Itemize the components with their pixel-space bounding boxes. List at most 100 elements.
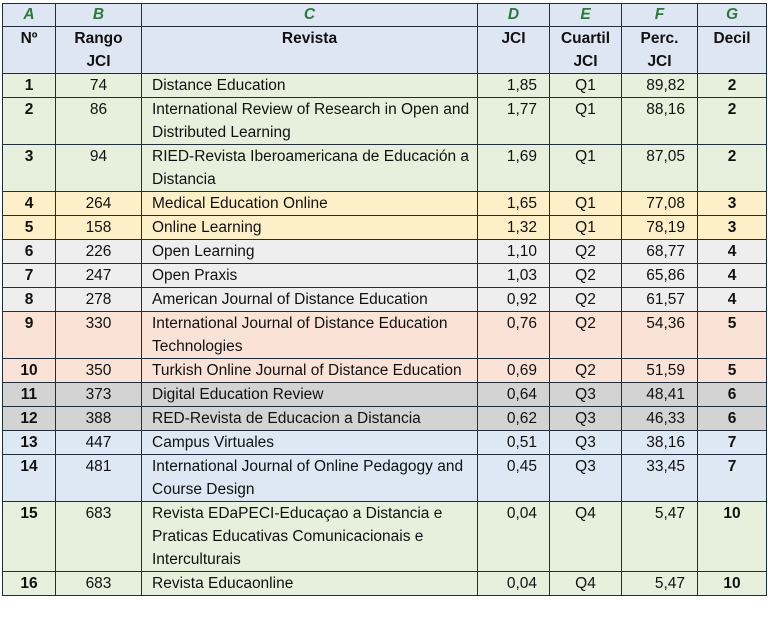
cell-cuartil[interactable]: Q1: [550, 216, 622, 240]
cell-perc-jci[interactable]: 87,05: [622, 145, 698, 192]
cell-cuartil[interactable]: Q4: [550, 502, 622, 572]
cell-rango-jci[interactable]: 94: [56, 145, 142, 192]
column-letter-a[interactable]: A: [3, 4, 56, 27]
cell-number[interactable]: 16: [3, 572, 56, 596]
cell-number[interactable]: 10: [3, 359, 56, 383]
cell-jci[interactable]: 0,04: [478, 502, 550, 572]
cell-number[interactable]: 6: [3, 240, 56, 264]
cell-perc-jci[interactable]: 61,57: [622, 288, 698, 312]
cell-jci[interactable]: 0,64: [478, 383, 550, 407]
cell-rango-jci[interactable]: 481: [56, 455, 142, 502]
cell-revista[interactable]: International Journal of Distance Educat…: [142, 312, 478, 359]
column-letter-c[interactable]: C: [142, 4, 478, 27]
cell-number[interactable]: 2: [3, 98, 56, 145]
header-number[interactable]: Nº: [3, 27, 56, 74]
cell-rango-jci[interactable]: 158: [56, 216, 142, 240]
cell-perc-jci[interactable]: 51,59: [622, 359, 698, 383]
cell-revista[interactable]: Distance Education: [142, 74, 478, 98]
cell-jci[interactable]: 0,04: [478, 572, 550, 596]
cell-rango-jci[interactable]: 683: [56, 572, 142, 596]
cell-jci[interactable]: 0,76: [478, 312, 550, 359]
header-rango-jci[interactable]: Rango JCI: [56, 27, 142, 74]
cell-cuartil[interactable]: Q3: [550, 407, 622, 431]
cell-cuartil[interactable]: Q2: [550, 240, 622, 264]
cell-perc-jci[interactable]: 5,47: [622, 502, 698, 572]
cell-jci[interactable]: 0,92: [478, 288, 550, 312]
cell-rango-jci[interactable]: 278: [56, 288, 142, 312]
cell-revista[interactable]: International Journal of Online Pedagogy…: [142, 455, 478, 502]
cell-jci[interactable]: 0,45: [478, 455, 550, 502]
header-cuartil-jci[interactable]: Cuartil JCI: [550, 27, 622, 74]
cell-rango-jci[interactable]: 330: [56, 312, 142, 359]
cell-decil[interactable]: 4: [698, 264, 767, 288]
cell-decil[interactable]: 6: [698, 407, 767, 431]
cell-cuartil[interactable]: Q1: [550, 74, 622, 98]
cell-perc-jci[interactable]: 65,86: [622, 264, 698, 288]
cell-decil[interactable]: 2: [698, 98, 767, 145]
cell-revista[interactable]: RED-Revista de Educacion a Distancia: [142, 407, 478, 431]
cell-rango-jci[interactable]: 447: [56, 431, 142, 455]
cell-revista[interactable]: Revista EDaPECI-Educaçao a Distancia e P…: [142, 502, 478, 572]
cell-revista[interactable]: Medical Education Online: [142, 192, 478, 216]
cell-jci[interactable]: 0,62: [478, 407, 550, 431]
cell-rango-jci[interactable]: 350: [56, 359, 142, 383]
cell-rango-jci[interactable]: 226: [56, 240, 142, 264]
cell-number[interactable]: 3: [3, 145, 56, 192]
header-decil[interactable]: Decil: [698, 27, 767, 74]
cell-revista[interactable]: Turkish Online Journal of Distance Educa…: [142, 359, 478, 383]
cell-revista[interactable]: Open Praxis: [142, 264, 478, 288]
cell-perc-jci[interactable]: 38,16: [622, 431, 698, 455]
cell-rango-jci[interactable]: 86: [56, 98, 142, 145]
column-letter-f[interactable]: F: [622, 4, 698, 27]
cell-jci[interactable]: 1,03: [478, 264, 550, 288]
cell-jci[interactable]: 1,77: [478, 98, 550, 145]
cell-revista[interactable]: Campus Virtuales: [142, 431, 478, 455]
cell-decil[interactable]: 2: [698, 145, 767, 192]
cell-number[interactable]: 15: [3, 502, 56, 572]
cell-perc-jci[interactable]: 48,41: [622, 383, 698, 407]
cell-jci[interactable]: 0,69: [478, 359, 550, 383]
cell-decil[interactable]: 10: [698, 502, 767, 572]
cell-cuartil[interactable]: Q1: [550, 145, 622, 192]
cell-number[interactable]: 4: [3, 192, 56, 216]
cell-revista[interactable]: American Journal of Distance Education: [142, 288, 478, 312]
cell-number[interactable]: 1: [3, 74, 56, 98]
cell-decil[interactable]: 10: [698, 572, 767, 596]
cell-number[interactable]: 14: [3, 455, 56, 502]
cell-jci[interactable]: 1,65: [478, 192, 550, 216]
cell-number[interactable]: 5: [3, 216, 56, 240]
header-revista[interactable]: Revista: [142, 27, 478, 74]
cell-number[interactable]: 12: [3, 407, 56, 431]
cell-decil[interactable]: 5: [698, 312, 767, 359]
cell-revista[interactable]: Online Learning: [142, 216, 478, 240]
cell-jci[interactable]: 1,69: [478, 145, 550, 192]
cell-perc-jci[interactable]: 54,36: [622, 312, 698, 359]
cell-cuartil[interactable]: Q2: [550, 312, 622, 359]
cell-decil[interactable]: 7: [698, 455, 767, 502]
cell-perc-jci[interactable]: 33,45: [622, 455, 698, 502]
cell-number[interactable]: 9: [3, 312, 56, 359]
cell-decil[interactable]: 4: [698, 240, 767, 264]
cell-revista[interactable]: Digital Education Review: [142, 383, 478, 407]
cell-rango-jci[interactable]: 373: [56, 383, 142, 407]
cell-cuartil[interactable]: Q2: [550, 288, 622, 312]
cell-revista[interactable]: Revista Educaonline: [142, 572, 478, 596]
cell-rango-jci[interactable]: 683: [56, 502, 142, 572]
cell-cuartil[interactable]: Q3: [550, 431, 622, 455]
cell-jci[interactable]: 0,51: [478, 431, 550, 455]
column-letter-e[interactable]: E: [550, 4, 622, 27]
cell-cuartil[interactable]: Q4: [550, 572, 622, 596]
cell-perc-jci[interactable]: 77,08: [622, 192, 698, 216]
column-letter-g[interactable]: G: [698, 4, 767, 27]
header-perc-jci[interactable]: Perc. JCI: [622, 27, 698, 74]
cell-decil[interactable]: 2: [698, 74, 767, 98]
header-jci[interactable]: JCI: [478, 27, 550, 74]
cell-rango-jci[interactable]: 388: [56, 407, 142, 431]
cell-revista[interactable]: Open Learning: [142, 240, 478, 264]
cell-perc-jci[interactable]: 88,16: [622, 98, 698, 145]
cell-cuartil[interactable]: Q2: [550, 359, 622, 383]
cell-decil[interactable]: 4: [698, 288, 767, 312]
cell-number[interactable]: 8: [3, 288, 56, 312]
cell-decil[interactable]: 5: [698, 359, 767, 383]
cell-cuartil[interactable]: Q3: [550, 383, 622, 407]
